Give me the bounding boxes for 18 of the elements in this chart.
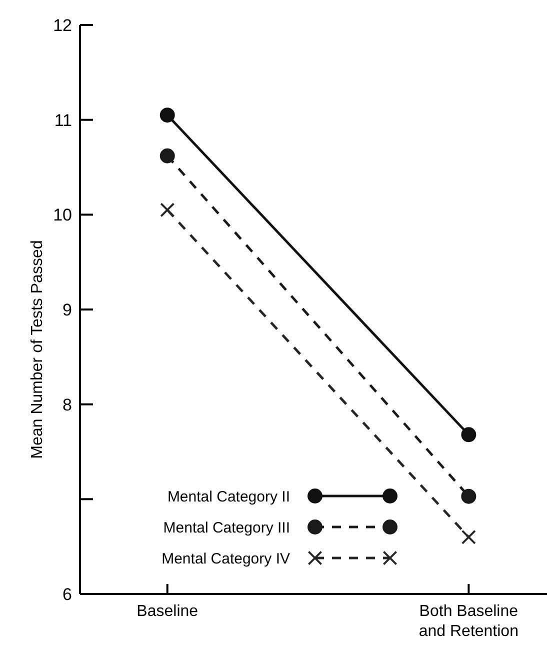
x-tick-label: Both Baseline and Retention xyxy=(418,603,518,640)
point xyxy=(160,148,175,164)
legend-label: Mental Category III xyxy=(163,519,290,536)
y-tick-label: 10 xyxy=(53,206,72,225)
point xyxy=(462,530,476,544)
y-tick-label: 9 xyxy=(62,300,72,320)
point xyxy=(461,488,476,504)
point xyxy=(461,427,476,442)
y-axis-title: Mean Number of Tests Passed xyxy=(29,240,46,459)
legend-label: Mental Category IV xyxy=(162,550,290,568)
point xyxy=(160,108,175,123)
y-tick-label: 8 xyxy=(62,395,72,414)
y-tick-label: 6 xyxy=(62,584,72,604)
y-tick-label: 12 xyxy=(53,16,72,35)
y-tick-label: 11 xyxy=(54,110,72,130)
legend-label: Mental Category II xyxy=(167,488,290,506)
x-tick-label: Baseline xyxy=(136,603,198,620)
point xyxy=(160,202,174,217)
